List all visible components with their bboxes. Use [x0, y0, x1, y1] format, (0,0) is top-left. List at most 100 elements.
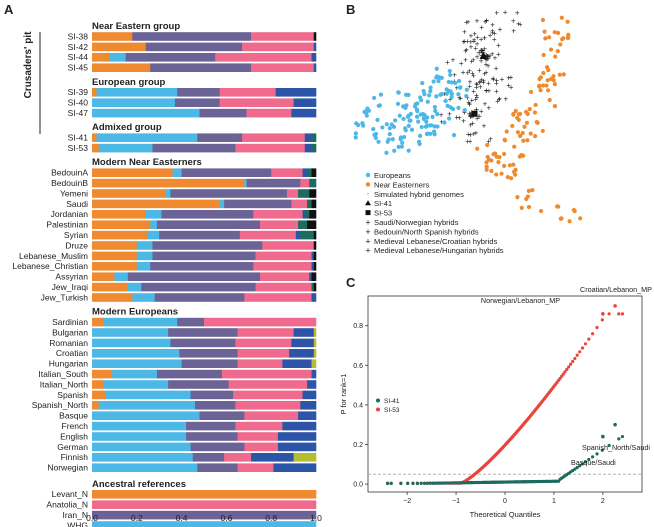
simulated-point: + — [463, 55, 468, 64]
simulated-point: + — [445, 58, 450, 67]
european-point — [464, 93, 469, 99]
bar-segment-orange — [92, 143, 100, 153]
panel-b: B +++++++ ++++++++++ +++ +++++++++++++ +++++… — [346, 2, 583, 256]
bar-row: SI-45 — [68, 63, 317, 73]
bar-segment-pink — [242, 133, 306, 142]
near-easterner-point — [556, 204, 561, 209]
qq-point-si41 — [411, 481, 415, 486]
bar-segment-purple — [150, 63, 252, 72]
simulated-point: + — [482, 44, 487, 53]
hybrid-point-green: + — [480, 47, 486, 58]
bar-segment-pink — [262, 241, 315, 250]
european-point — [371, 126, 376, 132]
bar-segment-purple — [150, 262, 254, 271]
simulated-point: + — [447, 110, 452, 119]
bar-row: English — [60, 431, 317, 441]
european-point — [398, 137, 403, 142]
european-point — [396, 90, 401, 95]
simulated-point: + — [468, 121, 473, 130]
european-point — [453, 80, 458, 86]
simulated-point: + — [466, 98, 471, 107]
near-easterner-point — [540, 128, 545, 134]
simulated-point: + — [473, 44, 478, 53]
qq-point-si41 — [428, 481, 432, 485]
simulated-point: + — [465, 137, 470, 146]
bar-segment-pink — [260, 272, 310, 281]
bar-segment-orange — [92, 199, 220, 209]
european-point — [428, 89, 433, 94]
simulated-point: + — [439, 118, 444, 127]
bar-segment-navy — [275, 88, 317, 97]
simulated-point: + — [496, 41, 501, 50]
row-label: Saudi — [66, 199, 88, 209]
european-point — [458, 85, 463, 90]
bar-segment-teal — [298, 189, 310, 198]
near-easterner-point — [553, 54, 558, 59]
bar-segment-black — [313, 32, 317, 41]
bar-segment-pink — [233, 390, 303, 400]
bar-segment-purple — [152, 251, 256, 261]
bar-segment-orange — [92, 317, 104, 327]
european-point — [385, 139, 390, 144]
european-point — [354, 121, 359, 126]
european-point — [423, 124, 429, 129]
near-easterner-point — [544, 83, 549, 88]
simulated-point: + — [479, 107, 484, 116]
simulated-point: + — [474, 91, 479, 100]
near-easterner-point — [513, 172, 518, 177]
bar-segment-blue — [92, 359, 182, 368]
bar-segment-blue — [109, 53, 126, 62]
european-point — [464, 87, 469, 92]
qq-outlier-point — [601, 312, 605, 316]
european-point — [420, 80, 425, 86]
simulated-point: + — [457, 113, 462, 122]
european-point — [376, 103, 381, 108]
bar-segment-navy — [313, 63, 317, 72]
european-point — [375, 117, 380, 123]
bar-segment-teal — [311, 143, 317, 153]
bar-segment-blue — [244, 178, 247, 188]
bar-segment-navy — [291, 338, 315, 348]
bar-segment-purple — [92, 510, 317, 520]
european-point — [372, 132, 377, 138]
near-easterner-point — [555, 49, 560, 54]
legend-label: Europeans — [374, 171, 411, 180]
bar-segment-purple — [199, 411, 245, 420]
qq-point-si41 — [607, 443, 611, 448]
simulated-point: + — [492, 29, 497, 38]
simulated-point: + — [490, 26, 495, 35]
bar-segment-purple — [186, 432, 238, 441]
bar-segment-purple — [152, 143, 236, 153]
bar-segment-navy — [295, 230, 301, 240]
bar-row: Jew_Iraqi — [52, 282, 317, 292]
bar-segment-pink — [271, 168, 303, 177]
bar-segment-navy — [313, 42, 317, 52]
row-label: SI-39 — [68, 87, 89, 97]
near-easterner-point — [525, 194, 530, 199]
near-easterner-point — [541, 70, 546, 76]
near-easterner-point — [511, 162, 516, 167]
near-easterner-point — [552, 30, 557, 35]
group-title-4: Modern Europeans — [92, 307, 178, 318]
near-easterner-point — [530, 188, 535, 193]
legend-marker: + — [365, 218, 370, 228]
row-label: Italian_South — [38, 369, 88, 379]
european-point — [431, 129, 437, 134]
x-tick-label: 0.8 — [265, 513, 277, 523]
european-point — [408, 111, 413, 116]
x-tick-label: 0.0 — [86, 513, 98, 523]
european-point — [421, 88, 426, 94]
x-tick-label: 1.0 — [310, 513, 322, 523]
bar-segment-blue — [98, 143, 153, 153]
simulated-point: + — [493, 53, 498, 62]
simulated-point: + — [486, 79, 491, 88]
row-label: SI-47 — [68, 108, 89, 118]
bar-segment-orange — [92, 189, 167, 198]
simulated-point: + — [482, 33, 487, 42]
qq-point-si53 — [580, 346, 585, 350]
bar-segment-navy — [289, 349, 315, 358]
simulated-point: + — [448, 95, 453, 104]
bar-segment-black — [307, 220, 317, 229]
near-easterner-point — [515, 195, 520, 200]
bar-segment-orange — [92, 251, 138, 261]
